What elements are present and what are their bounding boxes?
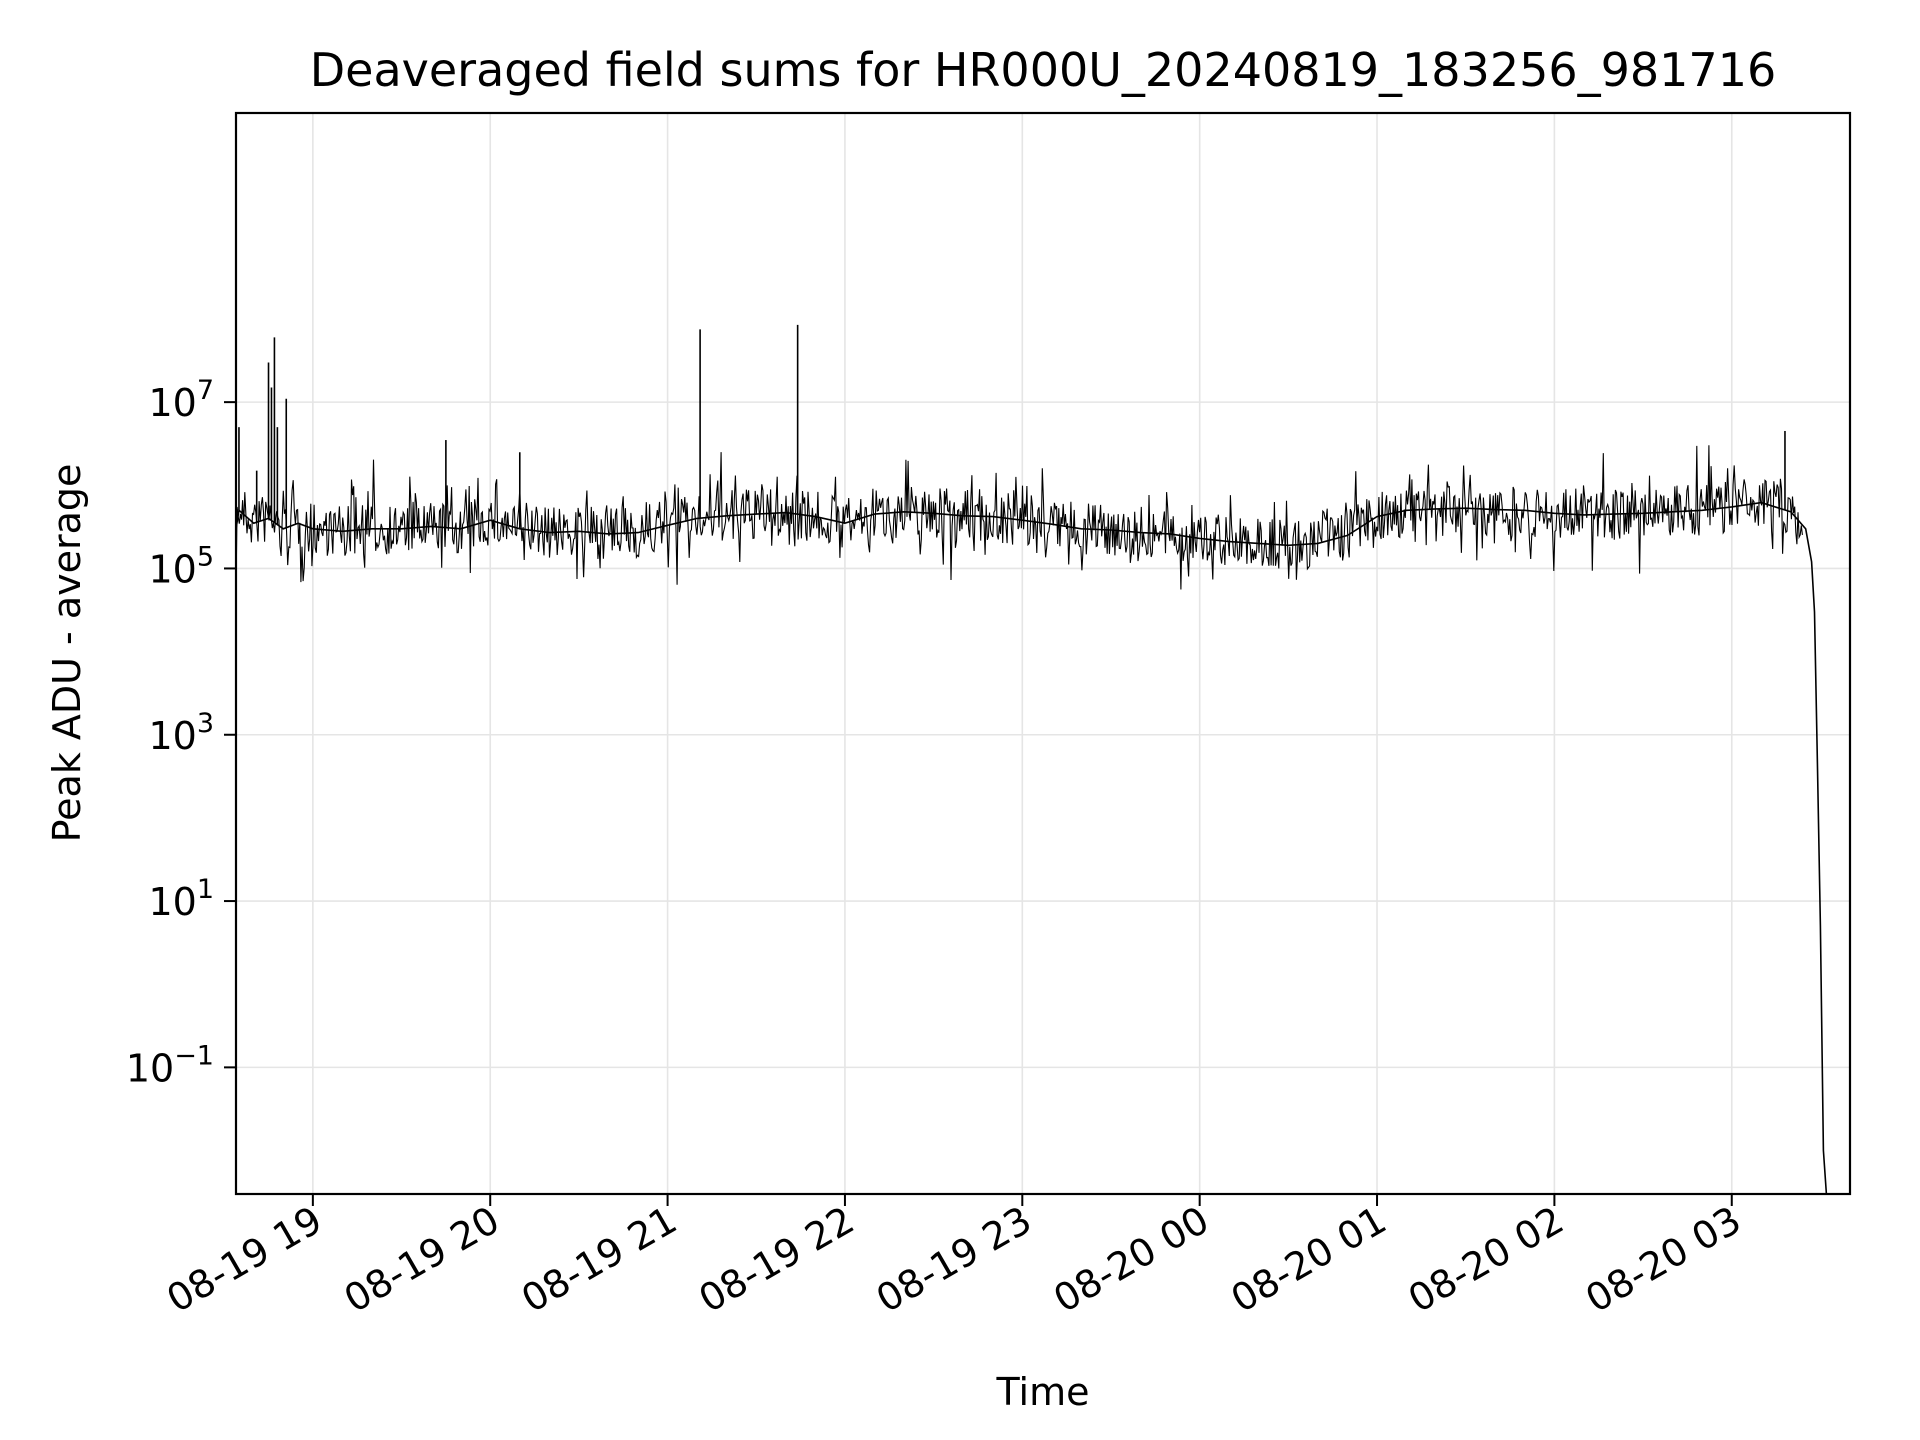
y-axis-label: Peak ADU - average xyxy=(45,464,89,843)
y-tick-exponent: 3 xyxy=(197,708,214,739)
y-tick-base: 10 xyxy=(148,547,196,591)
series-noise xyxy=(235,445,1803,590)
plot-frame xyxy=(234,111,1852,1196)
data-series xyxy=(235,324,1828,1195)
y-tick-base: 10 xyxy=(148,880,196,924)
y-tick-label: 103 xyxy=(148,708,214,758)
y-tick-exponent: 7 xyxy=(197,375,214,406)
y-tick-exponent: −1 xyxy=(174,1040,214,1071)
y-tick-label: 101 xyxy=(148,874,214,924)
y-tick-label: 10−1 xyxy=(126,1040,214,1090)
chart-title: Deaveraged field sums for HR000U_2024081… xyxy=(310,43,1776,97)
y-tick-label: 105 xyxy=(148,541,214,591)
y-tick-base: 10 xyxy=(126,1046,174,1090)
y-tick-base: 10 xyxy=(148,381,196,425)
grid-lines xyxy=(236,113,1850,1194)
y-tick-exponent: 5 xyxy=(197,541,214,572)
x-axis-label: Time xyxy=(996,1370,1090,1414)
y-tick-label: 107 xyxy=(148,375,214,425)
y-tick-base: 10 xyxy=(148,714,196,758)
y-tick-exponent: 1 xyxy=(197,874,214,905)
